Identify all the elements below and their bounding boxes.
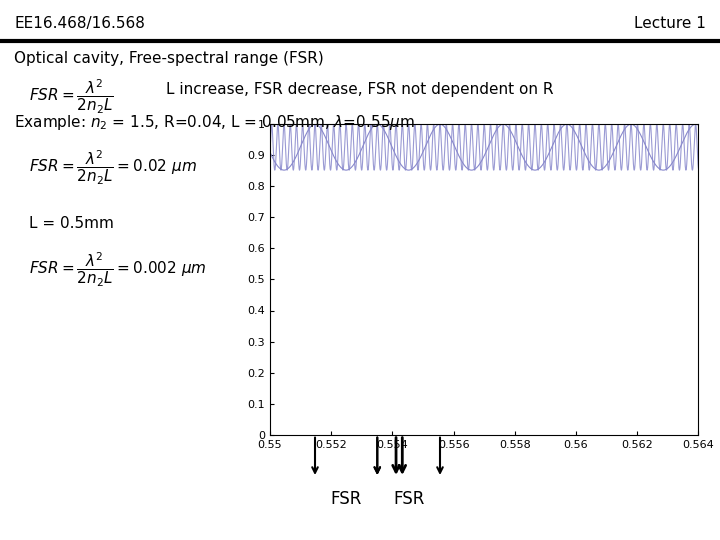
Text: $FSR = \dfrac{\lambda^2}{2n_2 L}$: $FSR = \dfrac{\lambda^2}{2n_2 L}$ <box>29 78 114 117</box>
Text: EE16.468/16.568: EE16.468/16.568 <box>14 16 145 31</box>
Text: FSR: FSR <box>393 490 424 509</box>
Text: L increase, FSR decrease, FSR not dependent on R: L increase, FSR decrease, FSR not depend… <box>166 82 553 97</box>
Text: $FSR = \dfrac{\lambda^2}{2n_2 L} = 0.002\ \mu m$: $FSR = \dfrac{\lambda^2}{2n_2 L} = 0.002… <box>29 251 207 289</box>
Text: L = 0.5mm: L = 0.5mm <box>29 216 114 231</box>
Text: Lecture 1: Lecture 1 <box>634 16 706 31</box>
Text: Example: $n_2$ = 1.5, R=0.04, L = 0.05mm, $\lambda$=0.55$\mu$m: Example: $n_2$ = 1.5, R=0.04, L = 0.05mm… <box>14 113 415 132</box>
Text: FSR: FSR <box>330 490 362 509</box>
Text: $FSR = \dfrac{\lambda^2}{2n_2 L} = 0.02\ \mu m$: $FSR = \dfrac{\lambda^2}{2n_2 L} = 0.02\… <box>29 148 197 187</box>
Text: Optical cavity, Free-spectral range (FSR): Optical cavity, Free-spectral range (FSR… <box>14 51 324 66</box>
